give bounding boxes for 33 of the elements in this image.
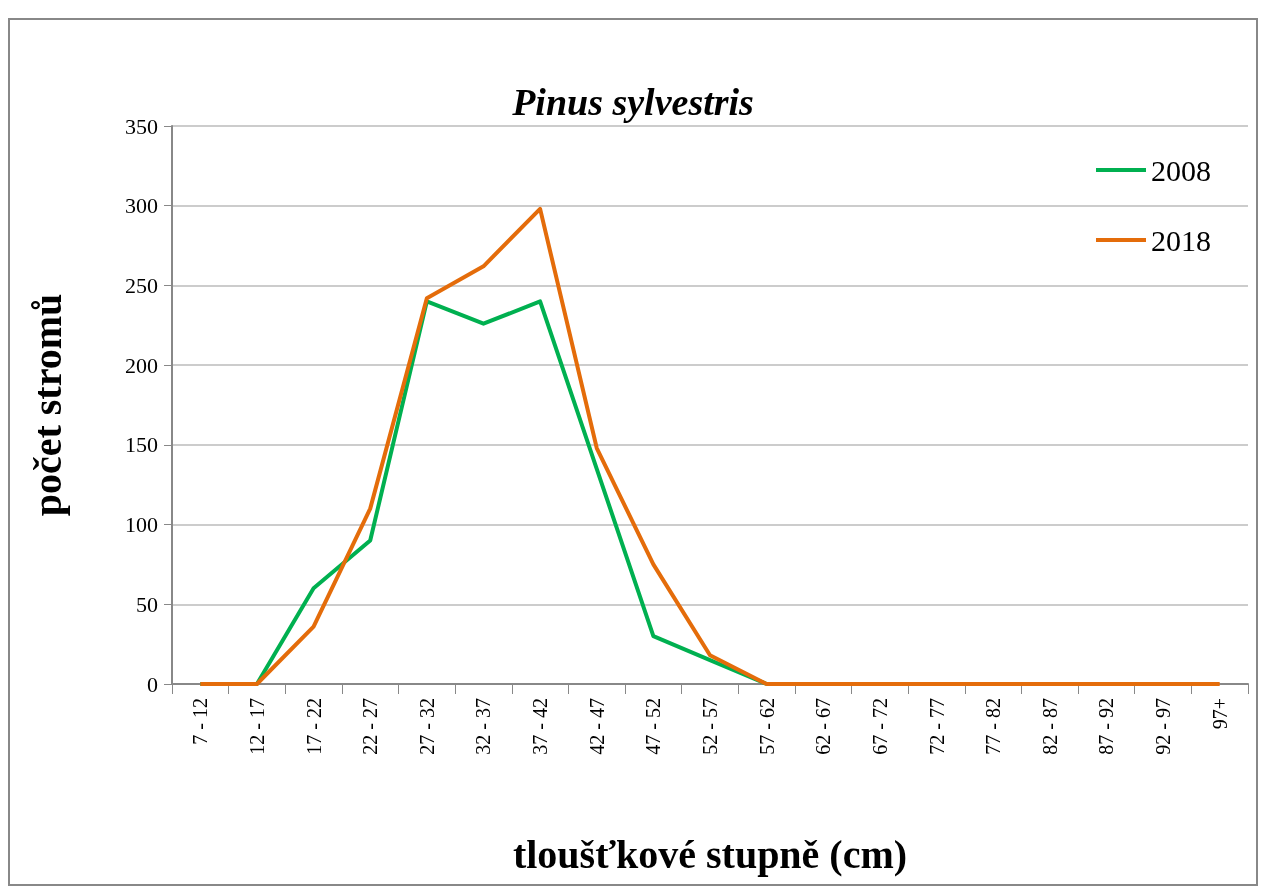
x-tick-label: 87 - 92 xyxy=(1095,698,1118,755)
y-axis-title: počet stromů xyxy=(24,293,70,517)
x-tick-label: 82 - 87 xyxy=(1038,698,1061,755)
x-tick-label: 37 - 42 xyxy=(529,698,552,755)
x-tick-label: 12 - 17 xyxy=(245,698,268,755)
x-tick-label: 7 - 12 xyxy=(189,698,212,745)
x-tick-label: 47 - 52 xyxy=(642,698,665,755)
y-tick-label: 100 xyxy=(125,512,158,538)
chart-title: Pinus sylvestris xyxy=(511,81,754,123)
y-tick-label: 250 xyxy=(125,272,158,298)
y-tick-label: 350 xyxy=(125,113,158,139)
y-tick-label: 200 xyxy=(125,352,158,378)
x-tick-label: 42 - 47 xyxy=(585,698,608,755)
legend-label: 2008 xyxy=(1151,153,1211,187)
y-tick-label: 50 xyxy=(136,591,158,617)
x-tick-label: 67 - 72 xyxy=(868,698,891,755)
line-series xyxy=(198,206,1222,686)
x-axis-title: tloušťkové stupně (cm) xyxy=(512,831,908,877)
x-tick-label: 17 - 22 xyxy=(302,698,325,755)
x-tick-label: 52 - 57 xyxy=(699,698,721,755)
x-tick-label: 72 - 77 xyxy=(925,698,948,755)
x-tick-label: 32 - 37 xyxy=(472,698,495,755)
x-tick-label: 62 - 67 xyxy=(812,698,835,755)
y-tick-label: 300 xyxy=(125,193,158,219)
y-tick-label: 150 xyxy=(125,432,158,458)
x-tick-label: 92 - 97 xyxy=(1152,698,1175,755)
x-tick-label: 77 - 82 xyxy=(982,698,1005,755)
x-tick-label: 27 - 32 xyxy=(415,698,438,755)
x-tick-label: 22 - 27 xyxy=(359,698,382,755)
x-tick-label: 97+ xyxy=(1208,698,1231,730)
legend-label: 2018 xyxy=(1151,223,1211,257)
y-tick-label: 0 xyxy=(147,671,158,697)
x-tick-label: 57 - 62 xyxy=(755,698,778,755)
